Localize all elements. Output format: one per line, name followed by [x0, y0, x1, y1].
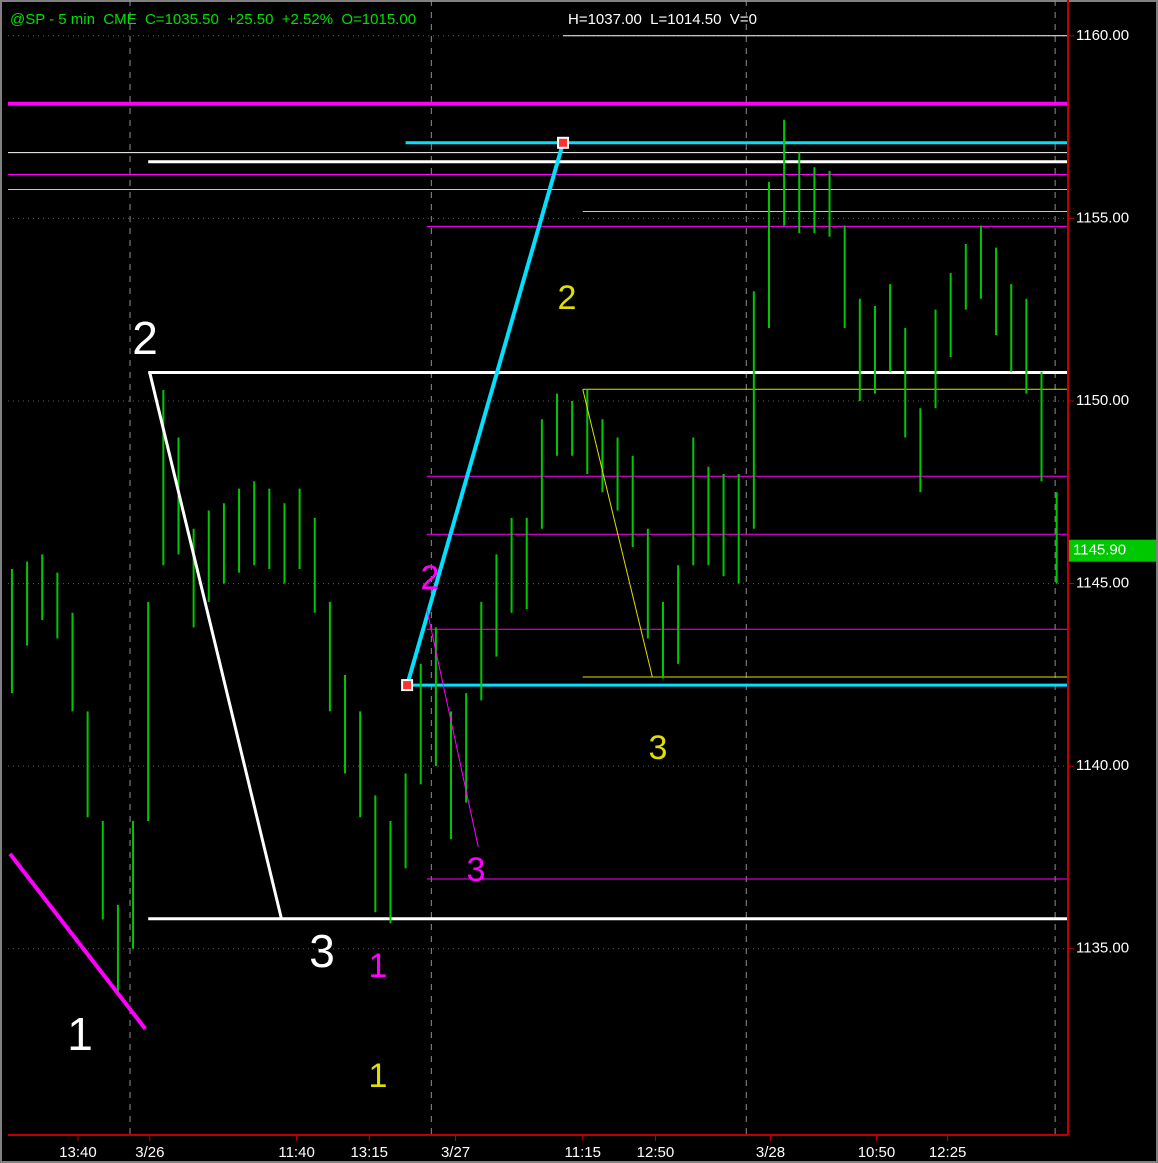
- wave-label: 1: [369, 947, 388, 985]
- x-tick-label: 13:40: [59, 1144, 97, 1161]
- header: @SP - 5 min CME C=1035.50 +25.50 +2.52% …: [10, 11, 416, 28]
- x-tick-label: 12:25: [929, 1144, 967, 1161]
- header-extra: H=1037.00 L=1014.50 V=0: [568, 11, 757, 28]
- trend-line: [582, 389, 653, 678]
- last-price-label: 1145.90: [1073, 542, 1126, 559]
- y-tick-label: 1145.00: [1076, 575, 1129, 592]
- last-price-box: [1069, 539, 1156, 562]
- x-tick-label: 3/28: [756, 1144, 785, 1161]
- x-tick-label: 10:50: [858, 1144, 896, 1161]
- wave-label: 2: [558, 279, 577, 317]
- trend-line: [148, 372, 283, 920]
- wave-label: 3: [467, 851, 486, 889]
- y-tick-label: 1140.00: [1076, 757, 1129, 774]
- wave-label: 3: [309, 925, 335, 977]
- wave-label: 1: [67, 1008, 93, 1060]
- y-tick-label: 1150.00: [1076, 392, 1129, 409]
- trend-line: [405, 142, 565, 686]
- wave-label: 1: [369, 1057, 388, 1095]
- x-tick-label: 13:15: [350, 1144, 388, 1161]
- x-tick-label: 11:40: [278, 1144, 314, 1161]
- trend-line: [8, 852, 147, 1030]
- x-tick-label: 12:50: [637, 1144, 675, 1161]
- x-tick-label: 3/27: [441, 1144, 470, 1161]
- x-tick-label: 11:15: [565, 1144, 601, 1161]
- wave-label: 2: [421, 559, 440, 597]
- x-tick-label: 3/26: [135, 1144, 164, 1161]
- handle: [557, 136, 570, 149]
- y-tick-label: 1135.00: [1076, 940, 1129, 957]
- y-tick-label: 1160.00: [1076, 27, 1129, 44]
- wave-label: 3: [649, 729, 668, 767]
- y-tick-label: 1155.00: [1076, 209, 1129, 226]
- handle: [401, 679, 414, 692]
- trend-line: [426, 609, 479, 847]
- wave-label: 2: [132, 312, 158, 364]
